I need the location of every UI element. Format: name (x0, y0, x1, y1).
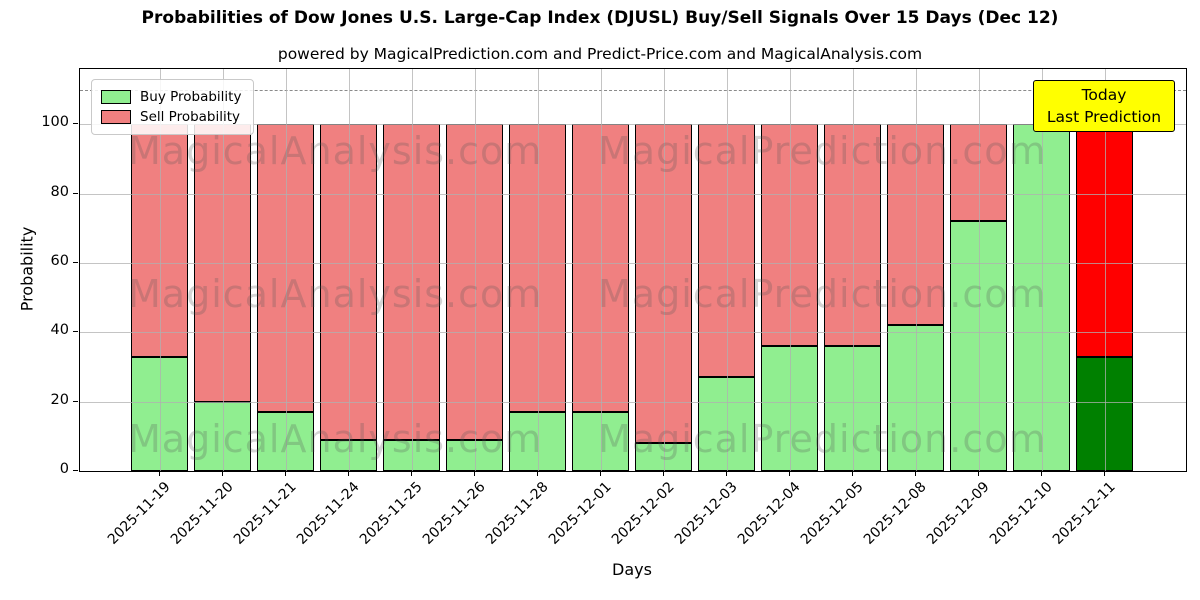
y-tick-mark (73, 470, 78, 471)
watermark-text-left: MagicalAnalysis.com (128, 272, 543, 316)
x-tick-label-text: 2025-12-10 (986, 479, 1056, 548)
dashed-reference-line (80, 89, 1186, 91)
y-tick-label: 40 (50, 322, 69, 339)
x-tick-mark (1103, 471, 1105, 476)
h-gridline (80, 263, 1186, 265)
x-tick-mark (788, 471, 790, 476)
x-tick-mark (725, 471, 727, 476)
v-gridline (789, 69, 791, 471)
x-tick-label-text: 2025-11-19 (104, 479, 174, 548)
y-tick-label: 80 (50, 183, 69, 200)
legend-label: Sell Probability (140, 109, 241, 125)
v-gridline (1104, 69, 1106, 471)
v-gridline (600, 69, 602, 471)
v-gridline (726, 69, 728, 471)
legend-swatch (101, 90, 131, 104)
v-gridline (159, 69, 161, 471)
h-gridline (80, 124, 1186, 126)
legend-swatch (101, 110, 131, 124)
x-tick-label-text: 2025-12-04 (734, 479, 804, 548)
x-tick-label-text: 2025-12-05 (797, 479, 867, 548)
x-tick-label-text: 2025-12-03 (671, 479, 741, 548)
h-gridline (80, 332, 1186, 334)
x-tick-mark (158, 471, 160, 476)
x-tick-mark (536, 471, 538, 476)
watermark-text-right: MagicalPrediction.com (598, 129, 1047, 173)
watermark-text-right: MagicalPrediction.com (598, 417, 1047, 461)
x-tick-mark (347, 471, 349, 476)
x-tick-label-text: 2025-11-26 (419, 479, 489, 548)
x-tick-label-text: 2025-11-20 (167, 479, 237, 548)
h-gridline (80, 193, 1186, 195)
v-gridline (978, 69, 980, 471)
v-gridline (222, 69, 224, 471)
v-gridline (915, 69, 917, 471)
y-tick-mark (73, 123, 78, 125)
h-gridline (80, 401, 1186, 403)
x-tick-mark (284, 471, 286, 476)
x-tick-mark (662, 471, 664, 476)
x-tick-mark (410, 471, 412, 476)
v-gridline (663, 69, 665, 471)
x-tick-label-text: 2025-12-11 (1049, 479, 1119, 548)
legend-row: Buy Probability (101, 87, 241, 107)
chart-subtitle: powered by MagicalPrediction.com and Pre… (277, 45, 923, 63)
annotation-line2: Last Prediction (1046, 108, 1162, 126)
x-tick-label-text: 2025-12-08 (860, 479, 930, 548)
today-annotation-box: Today Last Prediction (1033, 80, 1175, 132)
y-tick-mark (73, 400, 78, 402)
x-tick-mark (473, 471, 475, 476)
y-tick-mark (73, 262, 78, 264)
x-tick-label-text: 2025-11-24 (293, 479, 363, 548)
x-tick-label-text: 2025-12-01 (545, 479, 615, 548)
watermark-text-right: MagicalPrediction.com (598, 272, 1047, 316)
y-tick-label: 60 (50, 253, 69, 270)
y-tick-mark (73, 331, 78, 333)
y-tick-label: 100 (41, 114, 69, 131)
x-tick-label-text: 2025-12-02 (608, 479, 678, 548)
x-axis-label: Days (612, 560, 652, 579)
x-tick-mark (977, 471, 979, 476)
v-gridline (348, 69, 350, 471)
v-gridline (537, 69, 539, 471)
watermark-text-left: MagicalAnalysis.com (128, 129, 543, 173)
x-tick-mark (851, 471, 853, 476)
chart-legend: Buy Probability Sell Probability (91, 79, 255, 135)
legend-label: Buy Probability (140, 89, 242, 105)
x-tick-label-text: 2025-12-09 (923, 479, 993, 548)
x-tick-mark (221, 471, 223, 476)
x-tick-mark (914, 471, 916, 476)
x-tick-label-text: 2025-11-21 (230, 479, 300, 548)
x-tick-label-text: 2025-11-25 (356, 479, 426, 548)
plot-area: Buy Probability Sell Probability Today La… (79, 68, 1187, 472)
v-gridline (411, 69, 413, 471)
v-gridline (1041, 69, 1043, 471)
v-gridline (852, 69, 854, 471)
chart-title: Probabilities of Dow Jones U.S. Large-Ca… (141, 8, 1059, 28)
x-tick-mark (599, 471, 601, 476)
v-gridline (474, 69, 476, 471)
y-tick-label: 20 (50, 391, 69, 408)
v-gridline (285, 69, 287, 471)
x-tick-label-text: 2025-11-28 (482, 479, 552, 548)
y-tick-mark (73, 192, 78, 194)
x-tick-mark (1040, 471, 1042, 476)
y-tick-label: 0 (59, 461, 69, 477)
annotation-line1: Today (1081, 86, 1127, 104)
legend-row: Sell Probability (101, 107, 241, 127)
watermark-text-left: MagicalAnalysis.com (128, 417, 543, 461)
